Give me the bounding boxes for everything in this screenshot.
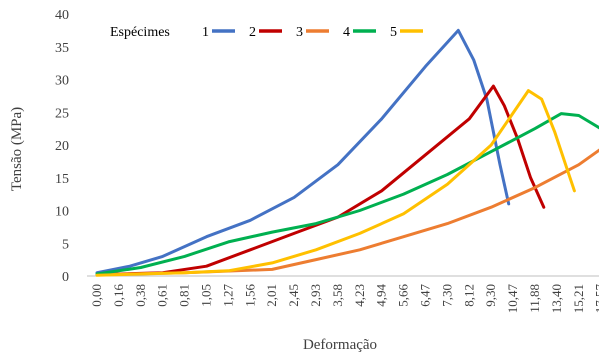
legend-label-5: 5 bbox=[390, 25, 397, 40]
legend-label-1: 1 bbox=[202, 25, 209, 40]
series-line-5 bbox=[95, 89, 576, 277]
y-tick-label: 35 bbox=[55, 41, 69, 56]
y-axis-title: Tensão (MPa) bbox=[9, 107, 25, 191]
series-line-1 bbox=[95, 28, 511, 275]
series-line-2 bbox=[95, 84, 546, 277]
legend-items: 1 2 3 4 5 bbox=[202, 25, 423, 40]
x-tick-label: 9,30 bbox=[483, 284, 498, 307]
x-tick-label: 11,88 bbox=[527, 284, 542, 313]
x-tick-label: 4,94 bbox=[374, 284, 389, 307]
x-tick-label: 13,40 bbox=[549, 284, 564, 313]
y-axis-ticks: 0 5 10 15 20 25 30 35 40 bbox=[55, 8, 69, 285]
x-tick-label: 0,81 bbox=[177, 284, 192, 307]
x-tick-label: 2,01 bbox=[264, 284, 279, 307]
y-tick-label: 30 bbox=[55, 74, 69, 89]
x-tick-label: 15,21 bbox=[571, 284, 586, 313]
series-line-3 bbox=[95, 148, 599, 277]
x-tick-label: 7,30 bbox=[439, 284, 454, 307]
y-tick-label: 10 bbox=[55, 205, 69, 220]
series-lines bbox=[95, 28, 599, 277]
x-tick-label: 8,12 bbox=[461, 284, 476, 307]
legend: Espécimes 1 2 3 4 5 bbox=[110, 25, 423, 40]
x-tick-label: 2,93 bbox=[308, 284, 323, 307]
series-line-4 bbox=[95, 112, 599, 276]
y-tick-label: 40 bbox=[55, 8, 69, 23]
y-tick-label: 20 bbox=[55, 139, 69, 154]
x-tick-label: 5,66 bbox=[396, 284, 411, 307]
legend-label-2: 2 bbox=[249, 25, 256, 40]
x-tick-label: 2,45 bbox=[286, 284, 301, 307]
x-tick-label: 17,57 bbox=[593, 284, 599, 314]
x-axis-title: Deformação bbox=[303, 337, 377, 353]
x-tick-label: 6,47 bbox=[418, 284, 433, 307]
x-tick-label: 0,00 bbox=[89, 284, 104, 307]
x-tick-label: 3,58 bbox=[330, 284, 345, 307]
x-tick-label: 0,61 bbox=[155, 284, 170, 307]
x-tick-label: 0,38 bbox=[133, 284, 148, 307]
x-axis-ticks: 0,00 0,16 0,38 0,61 0,81 1,05 1,27 1,56 2,01 2,45… bbox=[89, 284, 599, 314]
legend-label-4: 4 bbox=[343, 25, 350, 40]
x-tick-label: 1,27 bbox=[220, 284, 235, 307]
y-tick-label: 5 bbox=[62, 237, 69, 252]
x-tick-label: 1,56 bbox=[242, 284, 257, 307]
x-tick-label: 1,05 bbox=[199, 284, 214, 307]
legend-label-3: 3 bbox=[296, 25, 303, 40]
y-tick-label: 15 bbox=[55, 172, 69, 187]
x-tick-label: 0,16 bbox=[111, 284, 126, 307]
x-tick-label: 4,23 bbox=[352, 284, 367, 307]
y-tick-label: 25 bbox=[55, 106, 69, 121]
legend-title: Espécimes bbox=[110, 25, 170, 40]
x-tick-label: 10,47 bbox=[505, 284, 520, 314]
y-tick-label: 0 bbox=[62, 270, 69, 285]
